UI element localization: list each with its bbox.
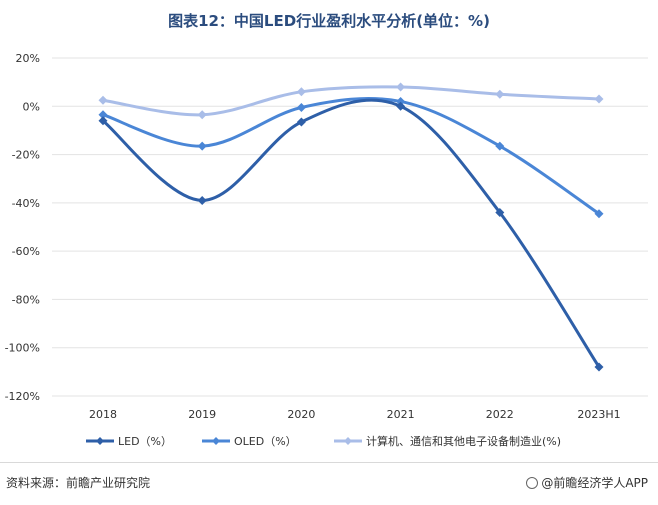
data-point xyxy=(197,195,207,205)
y-axis-ticks: 20% 0% -20% -40% -60% -80% -100% -120% xyxy=(5,52,40,403)
series-2 xyxy=(98,96,604,219)
x-tick-label: 2023H1 xyxy=(577,408,620,421)
legend: LED（%） OLED（%） 计算机、通信和其他电子设备制造业(%) xyxy=(86,434,561,448)
legend-item: LED（%） xyxy=(86,435,172,448)
data-point xyxy=(296,102,306,112)
data-point xyxy=(98,110,108,120)
data-point xyxy=(296,87,306,97)
x-axis-ticks: 2018 2019 2020 2021 2022 2023H1 xyxy=(89,408,621,421)
x-tick-label: 2019 xyxy=(188,408,216,421)
legend-label: LED（%） xyxy=(118,435,172,448)
brand-credit: @前瞻经济学人APP xyxy=(526,474,648,491)
data-point xyxy=(98,116,108,126)
y-tick-label: -100% xyxy=(5,342,40,355)
x-tick-label: 2021 xyxy=(387,408,415,421)
source-note: 资料来源：前瞻产业研究院 xyxy=(6,476,151,490)
legend-item: OLED（%） xyxy=(202,435,297,448)
legend-swatch-marker xyxy=(96,437,104,445)
series-3 xyxy=(98,82,604,120)
legend-swatch-marker xyxy=(212,437,220,445)
brand-logo-icon xyxy=(526,477,539,489)
line-chart: 20% 0% -20% -40% -60% -80% -100% -120% 2018 2019… xyxy=(5,52,648,448)
y-tick-label: -60% xyxy=(12,245,40,258)
series-1 xyxy=(98,98,604,372)
y-tick-label: -120% xyxy=(5,390,40,403)
y-tick-label: -40% xyxy=(12,197,40,210)
legend-item: 计算机、通信和其他电子设备制造业(%) xyxy=(334,434,561,448)
data-point xyxy=(594,94,604,104)
data-point xyxy=(594,209,604,219)
y-tick-label: -80% xyxy=(12,293,40,306)
series-lines xyxy=(98,82,604,372)
y-tick-label: 0% xyxy=(23,100,40,113)
brand-label: @前瞻经济学人APP xyxy=(541,476,648,490)
data-point xyxy=(495,89,505,99)
chart-title: 图表12：中国LED行业盈利水平分析(单位：%) xyxy=(168,12,490,30)
data-point xyxy=(197,141,207,151)
x-tick-label: 2022 xyxy=(486,408,514,421)
footer-divider xyxy=(0,462,658,463)
data-point xyxy=(296,117,306,127)
data-point xyxy=(396,101,406,111)
data-point xyxy=(495,208,505,218)
y-tick-label: 20% xyxy=(16,52,40,65)
y-tick-label: -20% xyxy=(12,149,40,162)
data-point xyxy=(495,141,505,151)
gridlines xyxy=(52,57,648,397)
series-line xyxy=(102,85,600,117)
series-line xyxy=(102,98,601,368)
legend-label: OLED（%） xyxy=(234,435,297,448)
data-point xyxy=(197,110,207,120)
series-line xyxy=(102,97,600,215)
data-point xyxy=(396,82,406,92)
x-tick-label: 2018 xyxy=(89,408,117,421)
x-tick-label: 2020 xyxy=(287,408,315,421)
data-point xyxy=(594,362,604,372)
legend-label: 计算机、通信和其他电子设备制造业(%) xyxy=(366,434,561,448)
data-point xyxy=(98,95,108,105)
legend-swatch-marker xyxy=(344,437,352,445)
